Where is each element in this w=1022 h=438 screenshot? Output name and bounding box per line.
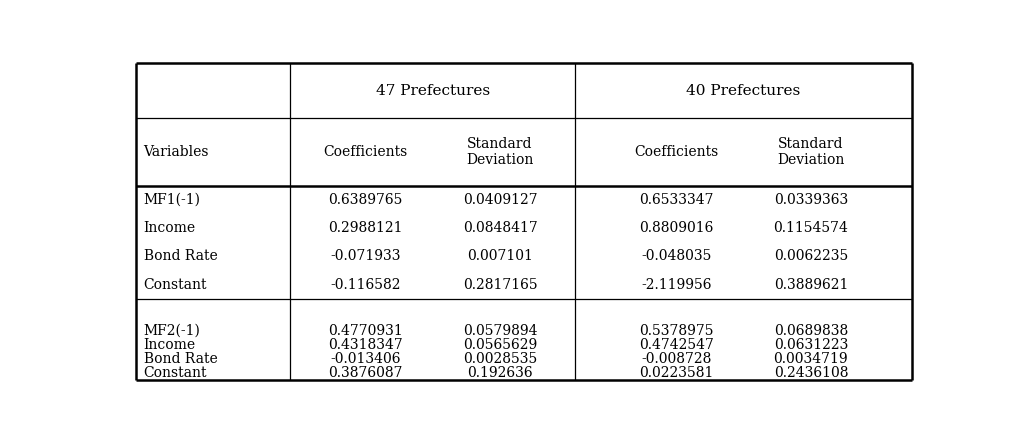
Text: 0.2988121: 0.2988121 bbox=[328, 221, 403, 235]
Text: Standard
Deviation: Standard Deviation bbox=[777, 137, 844, 167]
Text: 0.0565629: 0.0565629 bbox=[463, 338, 538, 352]
Text: 0.8809016: 0.8809016 bbox=[639, 221, 713, 235]
Text: Bond Rate: Bond Rate bbox=[143, 249, 218, 263]
Text: Income: Income bbox=[143, 338, 196, 352]
Text: Variables: Variables bbox=[143, 145, 210, 159]
Text: 0.6533347: 0.6533347 bbox=[639, 193, 713, 207]
Text: 0.192636: 0.192636 bbox=[467, 366, 532, 380]
Text: 0.0062235: 0.0062235 bbox=[774, 249, 848, 263]
Text: MF1(-1): MF1(-1) bbox=[143, 193, 200, 207]
Text: 40 Prefectures: 40 Prefectures bbox=[687, 84, 800, 98]
Text: 0.6389765: 0.6389765 bbox=[328, 193, 403, 207]
Text: 0.0579894: 0.0579894 bbox=[463, 324, 538, 338]
Text: 0.3889621: 0.3889621 bbox=[774, 278, 848, 292]
Text: -2.119956: -2.119956 bbox=[641, 278, 711, 292]
Text: Constant: Constant bbox=[143, 366, 207, 380]
Text: 0.0689838: 0.0689838 bbox=[774, 324, 848, 338]
Text: 0.0034719: 0.0034719 bbox=[774, 352, 848, 366]
Text: -0.116582: -0.116582 bbox=[330, 278, 401, 292]
Text: -0.048035: -0.048035 bbox=[641, 249, 711, 263]
Text: Income: Income bbox=[143, 221, 196, 235]
Text: 0.0339363: 0.0339363 bbox=[774, 193, 848, 207]
Text: MF2(-1): MF2(-1) bbox=[143, 324, 200, 338]
Text: Constant: Constant bbox=[143, 278, 207, 292]
Text: 0.5378975: 0.5378975 bbox=[639, 324, 713, 338]
Text: -0.071933: -0.071933 bbox=[330, 249, 401, 263]
Text: 0.0223581: 0.0223581 bbox=[639, 366, 713, 380]
Text: Coefficients: Coefficients bbox=[634, 145, 718, 159]
Text: 0.4770931: 0.4770931 bbox=[328, 324, 403, 338]
Text: 0.0028535: 0.0028535 bbox=[463, 352, 538, 366]
Text: 0.2817165: 0.2817165 bbox=[463, 278, 538, 292]
Text: 0.1154574: 0.1154574 bbox=[774, 221, 848, 235]
Text: 0.3876087: 0.3876087 bbox=[328, 366, 403, 380]
Text: 47 Prefectures: 47 Prefectures bbox=[376, 84, 490, 98]
Text: -0.013406: -0.013406 bbox=[330, 352, 401, 366]
Text: 0.0848417: 0.0848417 bbox=[463, 221, 538, 235]
Text: Coefficients: Coefficients bbox=[323, 145, 408, 159]
Text: 0.4318347: 0.4318347 bbox=[328, 338, 403, 352]
Text: Standard
Deviation: Standard Deviation bbox=[466, 137, 533, 167]
Text: 0.0409127: 0.0409127 bbox=[463, 193, 538, 207]
Text: 0.007101: 0.007101 bbox=[467, 249, 532, 263]
Text: 0.0631223: 0.0631223 bbox=[774, 338, 848, 352]
Text: 0.2436108: 0.2436108 bbox=[774, 366, 848, 380]
Text: -0.008728: -0.008728 bbox=[641, 352, 711, 366]
Text: Bond Rate: Bond Rate bbox=[143, 352, 218, 366]
Text: 0.4742547: 0.4742547 bbox=[639, 338, 713, 352]
